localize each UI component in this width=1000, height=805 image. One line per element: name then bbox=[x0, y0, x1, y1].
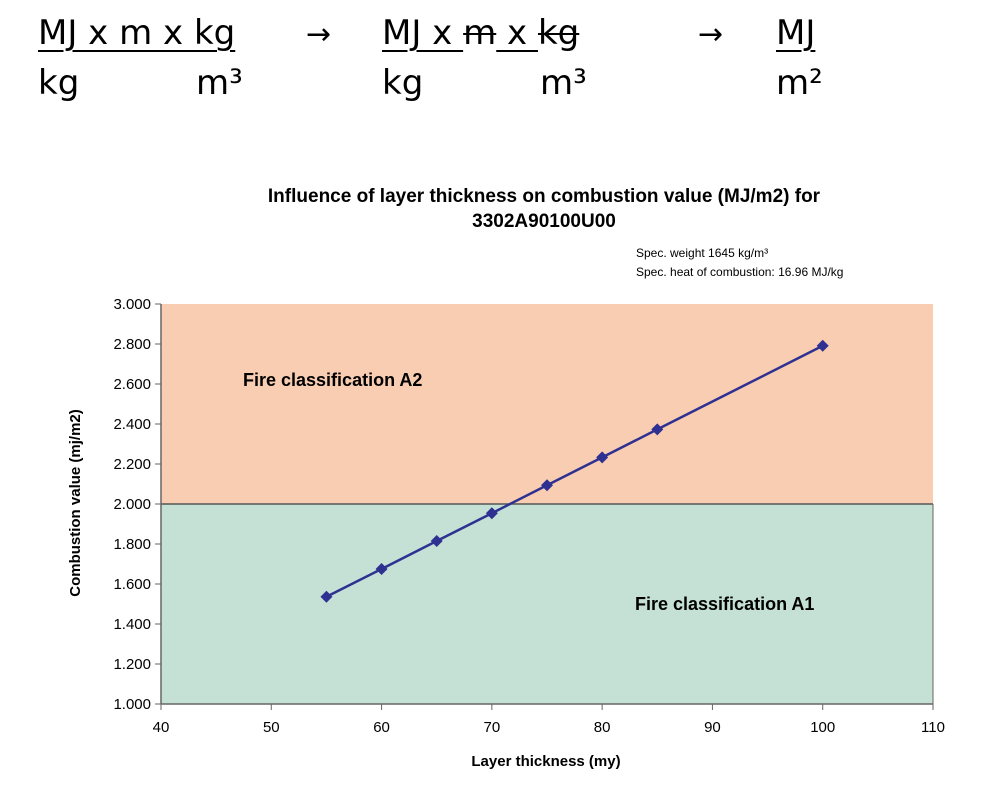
data-point bbox=[816, 339, 829, 352]
formula-numerator-2-strike-kg: kg bbox=[537, 13, 580, 53]
arrow-1: → bbox=[306, 17, 332, 52]
x-tick-label: 80 bbox=[594, 719, 611, 736]
y-tick-label: 1.000 bbox=[113, 696, 151, 713]
data-point bbox=[430, 535, 443, 547]
data-point bbox=[541, 479, 553, 492]
y-tick-label: 2.600 bbox=[113, 376, 151, 393]
y-axis-label: Combustion value (mj/m2) bbox=[67, 409, 84, 597]
y-tick-label: 2.200 bbox=[113, 456, 151, 473]
data-point bbox=[651, 423, 664, 436]
series-line bbox=[325, 344, 824, 598]
data-point bbox=[320, 590, 333, 603]
spec-weight-note: Spec. weight 1645 kg/m³ bbox=[636, 246, 768, 260]
data-point bbox=[596, 451, 609, 464]
x-tick-label: 40 bbox=[153, 719, 170, 736]
classification-regions: Fire classification A2 Fire classificatio… bbox=[161, 304, 933, 704]
chart-title-line2: 3302A90100U00 bbox=[472, 211, 616, 232]
formula-denominator-2-left: kg bbox=[382, 63, 424, 103]
formula-numerator-2-mid: x bbox=[496, 13, 538, 53]
y-tick-label: 1.400 bbox=[113, 616, 151, 633]
x-tick-label: 110 bbox=[921, 719, 945, 736]
data-point bbox=[375, 563, 388, 575]
formula-numerator-3: MJ bbox=[776, 13, 816, 53]
formula-numerator-2-strike-m: m bbox=[463, 13, 497, 53]
y-tick-label: 1.600 bbox=[113, 576, 151, 593]
formula-numerator-1: MJ x m x kg bbox=[38, 13, 236, 53]
x-tick-label: 70 bbox=[484, 719, 501, 736]
spec-heat-note: Spec. heat of combustion: 16.96 MJ/kg bbox=[636, 265, 843, 279]
formula-numerator-2: MJ x m x kg bbox=[382, 16, 579, 50]
data-series bbox=[320, 339, 829, 603]
x-tick-label: 50 bbox=[263, 719, 280, 736]
x-tick-label: 100 bbox=[810, 719, 835, 736]
y-tick-label: 1.800 bbox=[113, 536, 151, 553]
formula-numerator-2-pre: MJ x bbox=[382, 13, 464, 53]
y-tick-label: 2.400 bbox=[113, 416, 151, 433]
formula-denominator-3: m² bbox=[776, 63, 823, 103]
data-point bbox=[485, 507, 498, 520]
x-axis-label: Layer thickness (my) bbox=[471, 753, 620, 770]
region-a1 bbox=[161, 504, 933, 704]
y-tick-label: 2.800 bbox=[113, 336, 151, 353]
region-a2 bbox=[161, 304, 933, 504]
x-tick-label: 60 bbox=[373, 719, 390, 736]
chart-title-line1: Influence of layer thickness on combusti… bbox=[268, 186, 821, 207]
region-label-a1: Fire classification A1 bbox=[635, 594, 814, 614]
axes: 1.000 1.200 1.400 1.600 1.800 2.000 2.200 2.400… bbox=[113, 296, 945, 736]
arrow-2: → bbox=[698, 17, 724, 52]
x-tick-label: 90 bbox=[704, 719, 721, 736]
y-tick-label: 2.000 bbox=[113, 496, 151, 513]
region-label-a2: Fire classification A2 bbox=[243, 370, 422, 390]
y-tick-label: 3.000 bbox=[113, 296, 151, 313]
y-tick-label: 1.200 bbox=[113, 656, 151, 673]
formula-denominator-1-left: kg bbox=[38, 63, 80, 103]
formula-denominator-2-right: m³ bbox=[540, 63, 587, 103]
formula-denominator-1-right: m³ bbox=[196, 63, 243, 103]
